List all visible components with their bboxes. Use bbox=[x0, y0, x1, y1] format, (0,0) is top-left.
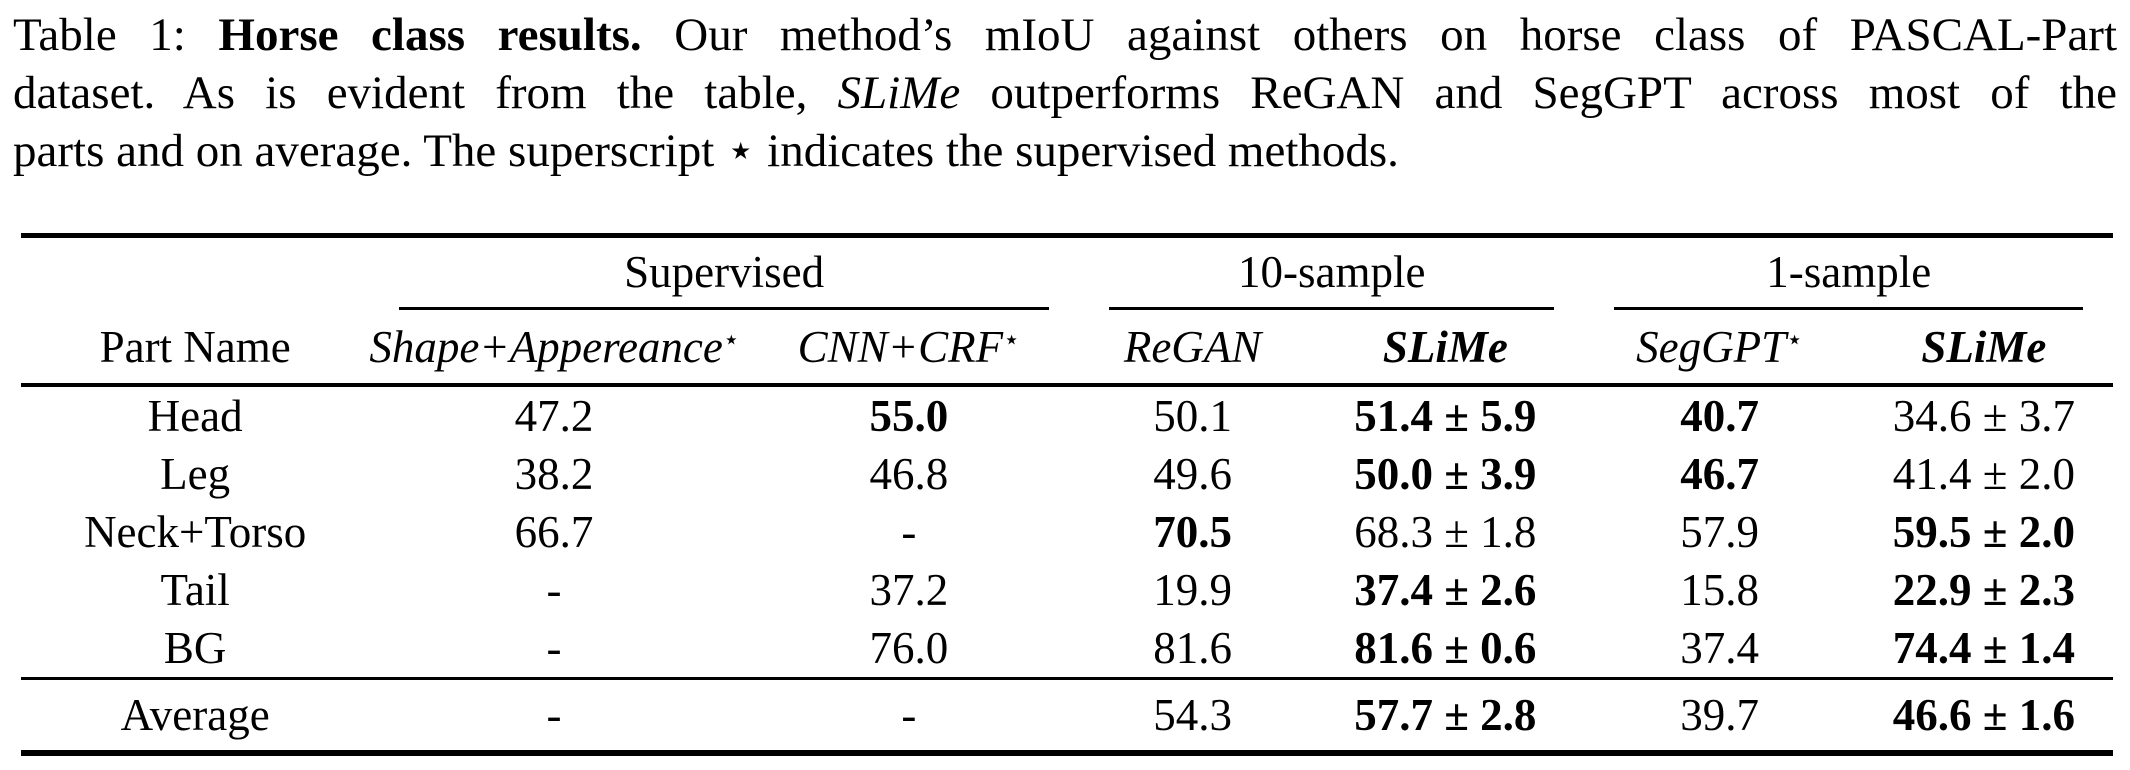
table-row: Tail - 37.2 19.9 37.4 ± 2.6 15.8 22.9 ± 2.3 bbox=[21, 561, 2113, 619]
value-cell: 50.1 bbox=[1153, 391, 1232, 441]
group-header-cell: Supervised bbox=[369, 236, 1079, 310]
group-header-empty-cell bbox=[21, 236, 369, 311]
column-header-label: SLiMe bbox=[1921, 321, 2047, 372]
column-header-cell: CNN+CRF⋆ bbox=[738, 310, 1079, 387]
value-cell: 54.3 bbox=[1153, 690, 1232, 740]
caption-line-3: parts and on average. The superscript ⋆ … bbox=[13, 122, 2117, 180]
column-header-label: Shape+Appereance bbox=[369, 321, 723, 372]
table-caption: Table 1: Horse class results. Our method… bbox=[13, 6, 2117, 180]
group-header-label: Supervised bbox=[399, 246, 1049, 310]
value-cell: 40.7 bbox=[1680, 391, 1759, 441]
column-header-label: SegGPT bbox=[1636, 321, 1787, 372]
value-cell: 22.9 ± 2.3 bbox=[1892, 565, 2075, 615]
group-header-row: Supervised 10-sample 1-sample bbox=[21, 236, 2113, 311]
column-header-cell: SLiMe bbox=[1854, 310, 2113, 387]
value-cell: 50.0 ± 3.9 bbox=[1354, 449, 1537, 499]
supervised-star-icon: ⋆ bbox=[1003, 324, 1020, 354]
value-cell: 74.4 ± 1.4 bbox=[1854, 619, 2113, 680]
table-row: BG -76.0 81.6 81.6 ± 0.6 37.4 74.4 ± 1.4 bbox=[21, 619, 2113, 680]
column-header-cell: SLiMe bbox=[1306, 310, 1585, 387]
column-header-row: Part Name Shape+Appereance⋆ CNN+CRF⋆ ReGAN S… bbox=[21, 310, 2113, 387]
column-header-label: ReGAN bbox=[1123, 321, 1262, 372]
column-header-label: Part Name bbox=[99, 321, 291, 372]
part-name-cell: Head bbox=[147, 391, 243, 441]
value-cell: 49.6 bbox=[1153, 449, 1232, 499]
value-cell: 70.5 bbox=[1153, 507, 1232, 557]
value-cell: 34.6 ± 3.7 bbox=[1892, 391, 2075, 441]
value-cell: 37.4 bbox=[1584, 619, 1855, 680]
value-cell: 19.9 bbox=[1153, 565, 1232, 615]
caption-label: Table 1: bbox=[13, 9, 186, 61]
value-cell: 59.5 ± 2.0 bbox=[1892, 507, 2075, 557]
value-cell: - bbox=[546, 565, 562, 615]
table-row: Neck+Torso 66.7 - 70.5 68.3 ± 1.8 57.9 59.5 ± … bbox=[21, 503, 2113, 561]
average-label-cell: Average bbox=[120, 690, 270, 740]
part-name-cell: Tail bbox=[160, 565, 230, 615]
value-cell: - bbox=[546, 690, 562, 740]
value-cell: 76.0 bbox=[738, 619, 1079, 680]
value-cell: 57.7 ± 2.8 bbox=[1354, 690, 1537, 740]
value-cell: 46.7 bbox=[1680, 449, 1759, 499]
part-name-cell: Leg bbox=[160, 449, 231, 499]
supervised-star-icon: ⋆ bbox=[1786, 324, 1804, 354]
column-header-cell: Shape+Appereance⋆ bbox=[369, 310, 740, 387]
value-cell: - bbox=[369, 619, 739, 680]
column-header-label: CNN+CRF bbox=[797, 321, 1004, 372]
value-cell: 37.2 bbox=[869, 565, 949, 615]
average-row: Average - - 54.3 57.7 ± 2.8 39.7 46.6 ± 1.6 bbox=[21, 679, 2113, 754]
value-cell: 57.9 bbox=[1680, 507, 1759, 557]
value-cell: 55.0 bbox=[869, 391, 949, 441]
table-row: Head 47.2 55.0 50.1 51.4 ± 5.9 40.7 34.6 ± 3.7 bbox=[21, 385, 2113, 445]
column-header-cell: ReGAN bbox=[1078, 310, 1307, 387]
value-cell: 81.6 ± 0.6 bbox=[1306, 619, 1585, 680]
value-cell: 37.4 ± 2.6 bbox=[1354, 565, 1537, 615]
group-header-label: 10-sample bbox=[1108, 246, 1555, 310]
value-cell: - bbox=[901, 507, 917, 557]
caption-method-name: SLiMe bbox=[837, 67, 961, 119]
caption-title: Horse class results. bbox=[218, 9, 642, 61]
value-cell: 68.3 ± 1.8 bbox=[1354, 507, 1537, 557]
supervised-star-icon: ⋆ bbox=[722, 324, 740, 354]
caption-line-2: dataset. As is evident from the table, S… bbox=[13, 64, 2117, 122]
part-name-cell: BG bbox=[21, 619, 370, 680]
value-cell: 46.6 ± 1.6 bbox=[1892, 690, 2075, 740]
caption-text-2b: outperforms ReGAN and SegGPT across most… bbox=[990, 67, 2117, 119]
value-cell: 47.2 bbox=[514, 391, 594, 441]
column-header-cell: Part Name bbox=[21, 310, 370, 387]
column-header-label: SLiMe bbox=[1382, 321, 1508, 372]
value-cell: 51.4 ± 5.9 bbox=[1354, 391, 1537, 441]
value-cell: 81.6 bbox=[1078, 619, 1307, 680]
group-header-cell: 10-sample bbox=[1079, 236, 1584, 310]
column-header-cell: SegGPT⋆ bbox=[1584, 310, 1855, 387]
value-cell: 39.7 bbox=[1680, 690, 1759, 740]
group-header-cell: 1-sample bbox=[1584, 236, 2113, 310]
value-cell: 38.2 bbox=[514, 449, 594, 499]
value-cell: 46.8 bbox=[869, 449, 949, 499]
caption-text-3: parts and on average. The superscript ⋆ … bbox=[13, 125, 1399, 177]
value-cell: 15.8 bbox=[1680, 565, 1759, 615]
caption-text-1: Our method’s mIoU against others on hors… bbox=[674, 9, 2118, 61]
value-cell: - bbox=[901, 690, 917, 740]
table-row: Leg 38.2 46.8 49.6 50.0 ± 3.9 46.7 41.4 ± 2.0 bbox=[21, 445, 2113, 503]
value-cell: 66.7 bbox=[514, 507, 594, 557]
value-cell: 41.4 ± 2.0 bbox=[1892, 449, 2075, 499]
results-table: Supervised 10-sample 1-sample Part Name Shap… bbox=[21, 233, 2113, 756]
caption-line-1: Table 1: Horse class results. Our method… bbox=[13, 6, 2117, 64]
part-name-cell: Neck+Torso bbox=[84, 507, 307, 557]
group-header-label: 1-sample bbox=[1614, 246, 2083, 310]
caption-text-2a: dataset. As is evident from the table, bbox=[13, 67, 808, 119]
